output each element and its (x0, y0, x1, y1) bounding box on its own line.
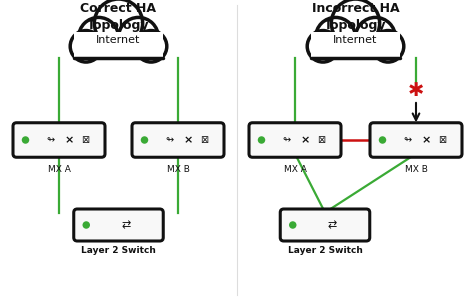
Text: Correct HA
Topology: Correct HA Topology (81, 2, 156, 32)
FancyBboxPatch shape (74, 31, 163, 60)
Text: Layer 2 Switch: Layer 2 Switch (288, 246, 363, 255)
Text: ✱: ✱ (408, 81, 424, 101)
Circle shape (22, 136, 29, 144)
Text: ↬: ↬ (403, 135, 411, 145)
FancyBboxPatch shape (74, 32, 163, 58)
Circle shape (379, 136, 386, 144)
Circle shape (356, 17, 395, 57)
Text: MX A: MX A (283, 165, 306, 174)
Text: ⇄: ⇄ (121, 220, 131, 230)
Text: ↬: ↬ (165, 135, 173, 145)
Text: ⇄: ⇄ (328, 220, 337, 230)
Text: ⊠: ⊠ (201, 135, 209, 145)
Text: ×: × (301, 135, 310, 145)
Circle shape (316, 17, 356, 57)
FancyBboxPatch shape (132, 123, 224, 157)
FancyBboxPatch shape (311, 32, 400, 58)
Text: ↬: ↬ (283, 135, 291, 145)
Circle shape (82, 221, 90, 229)
Circle shape (79, 17, 118, 57)
FancyBboxPatch shape (74, 209, 163, 241)
FancyBboxPatch shape (311, 31, 400, 60)
Text: MX B: MX B (405, 165, 428, 174)
Circle shape (331, 0, 380, 47)
Circle shape (289, 221, 297, 229)
Text: Layer 2 Switch: Layer 2 Switch (81, 246, 156, 255)
Circle shape (307, 30, 339, 62)
Text: ×: × (183, 135, 193, 145)
Text: ×: × (421, 135, 431, 145)
Text: ×: × (64, 135, 73, 145)
Circle shape (94, 0, 143, 47)
FancyBboxPatch shape (280, 209, 370, 241)
Text: MX A: MX A (47, 165, 71, 174)
Text: Internet: Internet (96, 35, 141, 45)
Circle shape (258, 136, 265, 144)
Text: ↬: ↬ (46, 135, 55, 145)
Circle shape (141, 136, 148, 144)
Text: ⊠: ⊠ (438, 135, 447, 145)
Circle shape (372, 30, 404, 62)
Text: MX B: MX B (166, 165, 190, 174)
Circle shape (70, 30, 102, 62)
FancyBboxPatch shape (13, 123, 105, 157)
Text: Internet: Internet (333, 35, 378, 45)
Text: ⊠: ⊠ (82, 135, 90, 145)
Circle shape (118, 17, 158, 57)
Text: Incorrect HA
Topology: Incorrect HA Topology (312, 2, 399, 32)
Text: ⊠: ⊠ (318, 135, 326, 145)
Circle shape (135, 30, 167, 62)
FancyBboxPatch shape (370, 123, 462, 157)
FancyBboxPatch shape (249, 123, 341, 157)
